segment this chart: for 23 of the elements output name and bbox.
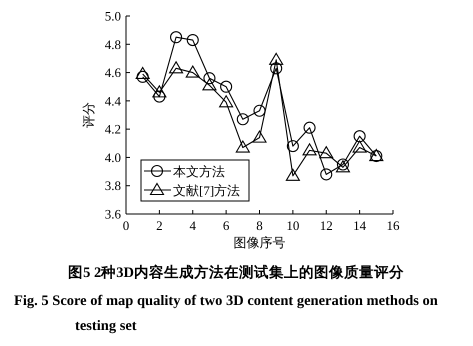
y-tick-label: 3.8 — [104, 178, 121, 194]
y-tick-label: 4.8 — [104, 36, 121, 52]
x-tick-label: 10 — [286, 218, 300, 233]
x-tick-label: 4 — [190, 218, 196, 233]
y-tick-label: 4.0 — [104, 150, 121, 165]
text: 图5 2种3D内容生成方法在测试集上的图像质量评分 — [68, 263, 405, 281]
y-tick-label: 5.0 — [104, 8, 121, 24]
text: Fig. 5 Score of map quality of two 3D content generation methods on testing set — [14, 293, 438, 334]
x-tick-label: 12 — [320, 218, 333, 233]
y-tick-label: 4.4 — [104, 93, 122, 108]
y-tick-label: 4.2 — [104, 122, 121, 137]
x-axis-title: 图像序号 — [234, 235, 286, 250]
legend-label: 文献[7]方法 — [173, 183, 240, 198]
y-tick-label: 3.6 — [104, 206, 122, 222]
legend-label: 本文方法 — [173, 164, 225, 179]
x-tick-label: 6 — [222, 218, 230, 233]
y-tick-label: 4.6 — [104, 65, 122, 80]
y-axis-title: 评分 — [81, 102, 96, 128]
x-tick-label: 0 — [122, 218, 130, 233]
x-tick-label: 16 — [386, 218, 400, 233]
x-tick-label: 8 — [256, 218, 263, 233]
x-tick-label: 2 — [156, 218, 163, 233]
x-tick-label: 14 — [353, 218, 367, 233]
